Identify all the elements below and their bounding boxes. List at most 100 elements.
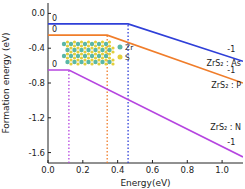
atom — [87, 44, 90, 47]
atom — [90, 50, 93, 53]
chart: 0.0 0.2 0.4 0.6 0.8 1.0 0.0 -0.4 -0.8 -1.2 -1.6 Ene… — [0, 0, 245, 189]
x-tick — [187, 160, 188, 163]
atom — [97, 58, 100, 61]
y-tick-label: -0.4 — [28, 43, 45, 53]
charge-label: -1 — [227, 138, 235, 147]
charge-label: 0 — [52, 60, 57, 69]
atom — [66, 40, 69, 43]
atom — [97, 62, 100, 65]
x-tick — [48, 160, 49, 163]
y-tick — [48, 48, 51, 49]
atom — [69, 62, 72, 65]
atom — [69, 42, 73, 46]
atom — [90, 58, 93, 61]
atom — [90, 62, 93, 65]
atom — [101, 40, 104, 43]
charge-label: 0 — [52, 25, 57, 34]
atom — [97, 50, 100, 53]
x-tick-label: 0.6 — [146, 165, 160, 175]
inset-legend-label: Zr — [125, 43, 134, 52]
series-label: ZrS₂ : P — [211, 81, 241, 90]
atom — [69, 46, 72, 49]
x-tick-label: 0.8 — [181, 165, 195, 175]
atom — [90, 46, 93, 49]
x-tick — [117, 160, 118, 163]
atom — [101, 52, 104, 55]
atom — [101, 56, 104, 59]
atom — [62, 42, 66, 46]
atom — [94, 44, 97, 47]
atom — [107, 48, 111, 52]
atom — [76, 42, 80, 46]
atom — [97, 54, 101, 58]
inset-legend-marker — [118, 55, 123, 60]
series-line — [48, 70, 243, 157]
inset-legend-label: S — [125, 53, 130, 62]
y-tick — [48, 117, 51, 118]
atom — [80, 52, 83, 55]
atom — [104, 58, 107, 61]
atom — [83, 46, 86, 49]
x-tick-label: 0.4 — [111, 165, 125, 175]
atom — [73, 40, 76, 43]
atom — [94, 56, 97, 59]
atom — [83, 62, 86, 65]
atom — [72, 48, 76, 52]
atom — [69, 54, 73, 58]
atom — [111, 58, 114, 61]
atom — [104, 50, 107, 53]
x-axis-label: Energy(eV) — [120, 178, 170, 188]
atom — [65, 48, 69, 52]
atom — [76, 46, 79, 49]
atom — [69, 58, 72, 61]
atom — [73, 44, 76, 47]
y-tick-label: -1.2 — [28, 113, 45, 123]
charge-label: -1 — [227, 66, 235, 75]
atom — [79, 60, 83, 64]
x-axis — [48, 163, 243, 164]
atom — [73, 56, 76, 59]
atom — [104, 46, 107, 49]
atom — [80, 40, 83, 43]
atom — [69, 50, 72, 53]
atom — [108, 44, 111, 47]
atom — [104, 42, 108, 46]
atom — [108, 56, 111, 59]
inset-legend-marker — [118, 45, 123, 50]
x-tick-label: 0.0 — [41, 165, 55, 175]
atom — [83, 42, 87, 46]
y-tick — [48, 152, 51, 153]
atom — [62, 54, 66, 58]
series-line — [48, 35, 243, 83]
atom — [101, 44, 104, 47]
atom — [93, 60, 97, 64]
atom — [73, 52, 76, 55]
atom — [108, 52, 111, 55]
charge-label: -1 — [227, 45, 235, 54]
atom — [86, 60, 90, 64]
x-tick-label: 1.0 — [215, 165, 229, 175]
series-line — [48, 24, 243, 61]
inset-structure — [62, 40, 115, 65]
transition-level — [68, 70, 69, 163]
atom — [97, 46, 100, 49]
x-tick — [222, 160, 223, 163]
atom — [76, 50, 79, 53]
atom — [90, 54, 94, 58]
y-tick-label: -0.8 — [28, 78, 45, 88]
y-tick-label: 0.0 — [31, 8, 45, 18]
atom — [94, 52, 97, 55]
atom — [97, 42, 101, 46]
atom — [83, 58, 86, 61]
y-tick-label: -1.6 — [28, 148, 45, 158]
x-tick-label: 0.2 — [76, 165, 90, 175]
series-label: ZrS₂ : N — [210, 123, 241, 132]
atom — [100, 60, 104, 64]
y-axis-label: Formation energy (eV) — [1, 32, 11, 133]
atom — [66, 56, 69, 59]
atom — [72, 60, 76, 64]
atom — [76, 58, 79, 61]
atom — [93, 48, 97, 52]
atom — [83, 54, 87, 58]
atom — [104, 62, 107, 65]
